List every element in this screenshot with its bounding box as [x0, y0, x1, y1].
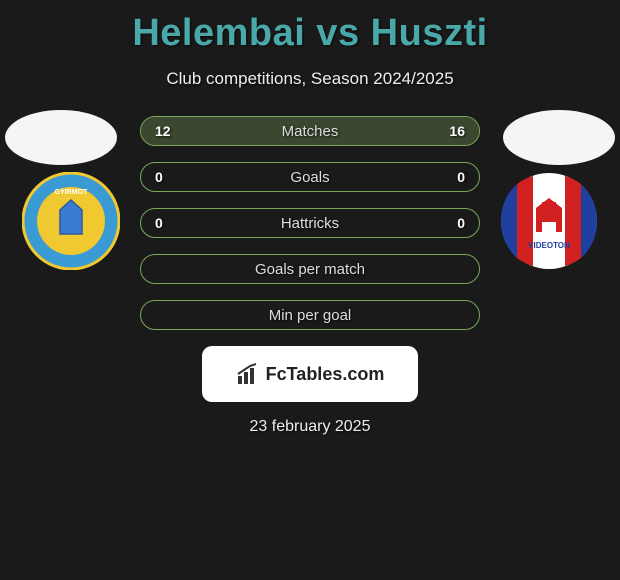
stat-label: Goals per match	[141, 261, 479, 278]
stat-value-right: 0	[457, 169, 465, 185]
player-portrait-right	[503, 110, 615, 165]
chart-icon	[236, 362, 260, 386]
stat-value-right: 16	[449, 123, 465, 139]
stat-row-goals: 0 Goals 0	[140, 162, 480, 192]
stat-label: Goals	[141, 169, 479, 186]
player-portrait-left	[5, 110, 117, 165]
stat-label: Hattricks	[141, 215, 479, 232]
stat-row-mpg: Min per goal	[140, 300, 480, 330]
attribution-text: FcTables.com	[266, 364, 385, 385]
stat-row-gpm: Goals per match	[140, 254, 480, 284]
page-title: Helembai vs Huszti	[0, 0, 620, 55]
club-logo-right: VIDEOTON	[500, 172, 598, 270]
club-logo-left: GYIRMOT	[22, 172, 120, 270]
videoton-badge-icon: VIDEOTON	[500, 172, 598, 270]
date-label: 23 february 2025	[0, 418, 620, 436]
svg-text:VIDEOTON: VIDEOTON	[528, 241, 570, 250]
gyirmot-badge-icon: GYIRMOT	[22, 172, 120, 270]
stat-value-right: 0	[457, 215, 465, 231]
stat-row-hattricks: 0 Hattricks 0	[140, 208, 480, 238]
stat-row-matches: 12 Matches 16	[140, 116, 480, 146]
subtitle: Club competitions, Season 2024/2025	[0, 69, 620, 89]
stat-label: Min per goal	[141, 307, 479, 324]
attribution-badge: FcTables.com	[202, 346, 418, 402]
svg-text:GYIRMOT: GYIRMOT	[55, 189, 88, 196]
stat-label: Matches	[141, 123, 479, 140]
stats-container: 12 Matches 16 0 Goals 0 0 Hattricks 0 Go…	[140, 116, 480, 330]
